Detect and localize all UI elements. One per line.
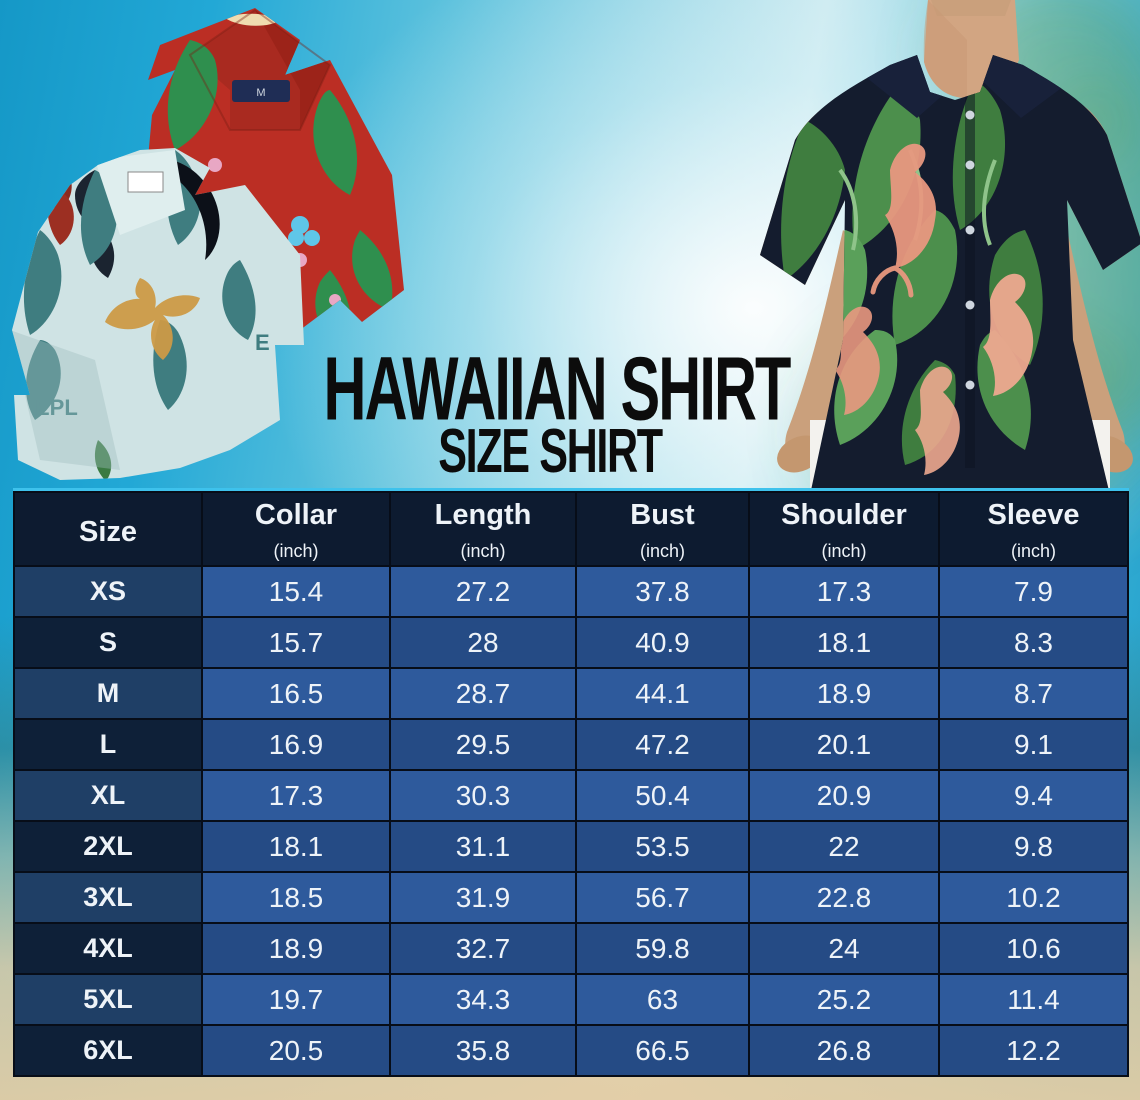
svg-text:M: M (256, 87, 265, 99)
svg-text:E: E (255, 330, 270, 355)
